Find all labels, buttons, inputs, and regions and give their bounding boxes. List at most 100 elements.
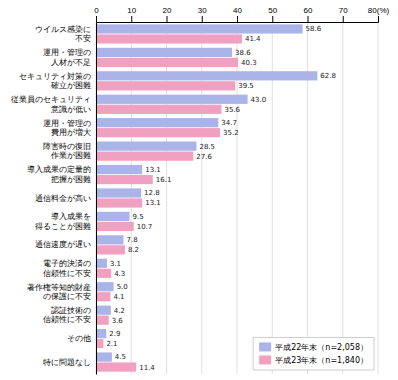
bar (96, 105, 221, 114)
data-label: 16.1 (156, 176, 172, 184)
bar (96, 128, 220, 137)
y-tick: 運用・管理の人材が不足 (43, 48, 91, 67)
y-tick-label: 導入成果の定量的把握が困難 (27, 165, 91, 184)
y-tick-label: 認証技術の信頼性に不安 (43, 306, 91, 325)
bar (96, 152, 193, 161)
x-axis: 0 10 20 30 40 50 60 70 80(%) (94, 6, 389, 23)
data-label: 41.4 (245, 35, 261, 43)
bar (96, 95, 248, 104)
x-axis-line (97, 16, 379, 23)
data-label: 13.1 (145, 199, 161, 207)
data-label: 38.6 (235, 49, 251, 57)
y-tick: 障害時の復旧作業が困難 (43, 142, 91, 161)
y-tick: 導入成果の定量的把握が困難 (27, 165, 91, 184)
legend: 平成22年末（n=2,058） 平成23年末（n=1,840） (253, 337, 374, 370)
legend-label: 平成23年末（n=1,840） (275, 356, 368, 365)
bar (96, 188, 141, 197)
x-tick: 80(%) (368, 6, 390, 22)
data-label: 9.5 (132, 213, 143, 221)
bar (96, 58, 238, 67)
bar (96, 142, 196, 151)
bar (96, 316, 109, 325)
y-tick: 運用・管理の費用が増大 (43, 119, 91, 138)
legend-label: 平成22年末（n=2,058） (275, 343, 368, 352)
y-tick-label: 運用・管理の費用が増大 (43, 119, 91, 138)
data-label: 35.6 (224, 106, 240, 114)
x-tick-label: 30 (198, 6, 207, 15)
series-labels: 41.440.339.535.635.227.616.113.110.78.24… (106, 35, 261, 371)
x-tick-label: 50 (268, 6, 277, 15)
bar (96, 235, 123, 244)
data-label: 5.0 (117, 283, 128, 291)
x-tick-mark (202, 16, 203, 22)
bars (96, 24, 317, 371)
data-label: 35.2 (223, 129, 239, 137)
x-tick-mark (167, 16, 168, 22)
series (96, 34, 242, 371)
data-label: 27.6 (196, 153, 212, 161)
y-axis-line (96, 23, 97, 375)
bar (96, 352, 112, 361)
chart: 58.638.662.843.034.728.513.112.89.57.83.… (0, 0, 398, 380)
legend-item: 平成22年末（n=2,058） (259, 342, 368, 352)
x-tick-mark (343, 16, 344, 22)
data-label: 8.2 (128, 246, 139, 254)
data-label: 4.2 (114, 307, 125, 315)
legend-swatch (259, 342, 271, 351)
data-label: 4.1 (113, 293, 124, 301)
legend-box (253, 337, 374, 370)
x-tick-label: 40 (233, 6, 242, 15)
y-tick-label: 導入成果を得ることが困難 (35, 212, 91, 231)
x-tick-mark (237, 16, 238, 22)
data-label: 3.6 (112, 317, 124, 325)
grid-line (96, 22, 97, 374)
x-tick: 50 (268, 6, 277, 22)
y-tick: 通信速度が遅い (35, 240, 91, 249)
y-tick: ウイルス感染に不安 (35, 25, 91, 44)
grid-line (378, 22, 379, 374)
bar (96, 339, 103, 348)
x-tick: 40 (233, 6, 242, 22)
x-tick: 0 (94, 6, 99, 22)
y-tick: 著作権等知的財産の保護に不安 (27, 283, 91, 302)
x-tick-label: 0 (94, 6, 99, 15)
x-tick-mark (131, 16, 132, 22)
bar (96, 165, 142, 174)
y-tick-label: ウイルス感染に不安 (35, 25, 91, 44)
bar (96, 259, 107, 268)
y-tick: 通信料金が高い (35, 194, 91, 203)
y-tick-label: セキュリティ対策の確立が困難 (19, 72, 91, 91)
y-tick-label: 電子的決済の信頼性に不安 (43, 259, 91, 278)
bar (96, 245, 125, 254)
x-tick-label: 80(%) (368, 6, 390, 15)
data-label: 34.7 (221, 119, 237, 127)
data-label: 4.3 (114, 270, 125, 278)
bar (96, 212, 129, 221)
data-label: 11.4 (139, 364, 155, 372)
data-label: 40.3 (241, 59, 257, 67)
data-label: 62.8 (320, 72, 336, 80)
y-tick: セキュリティ対策の確立が困難 (19, 72, 91, 91)
bar (96, 71, 317, 80)
data-label: 2.1 (106, 340, 117, 348)
x-tick-label: 70 (339, 6, 348, 15)
x-tick: 60 (304, 6, 313, 22)
x-tick-mark (308, 16, 309, 22)
bar (96, 81, 235, 90)
data-label: 4.5 (115, 353, 126, 361)
legend-swatch (259, 355, 271, 364)
data-label: 3.1 (110, 260, 121, 268)
y-tick: 特に問題なし (43, 358, 91, 367)
y-tick-label: 障害時の復旧作業が困難 (43, 142, 91, 161)
y-tick-label: 通信速度が遅い (35, 240, 91, 249)
series (96, 24, 317, 361)
y-tick: 認証技術の信頼性に不安 (43, 306, 91, 325)
data-label: 7.8 (126, 236, 137, 244)
bar (96, 198, 142, 207)
x-tick: 10 (127, 6, 136, 22)
legend-item: 平成23年末（n=1,840） (259, 355, 368, 365)
x-tick: 70 (339, 6, 348, 22)
x-tick: 20 (163, 6, 172, 22)
bar (96, 222, 134, 231)
x-tick-label: 60 (304, 6, 313, 15)
